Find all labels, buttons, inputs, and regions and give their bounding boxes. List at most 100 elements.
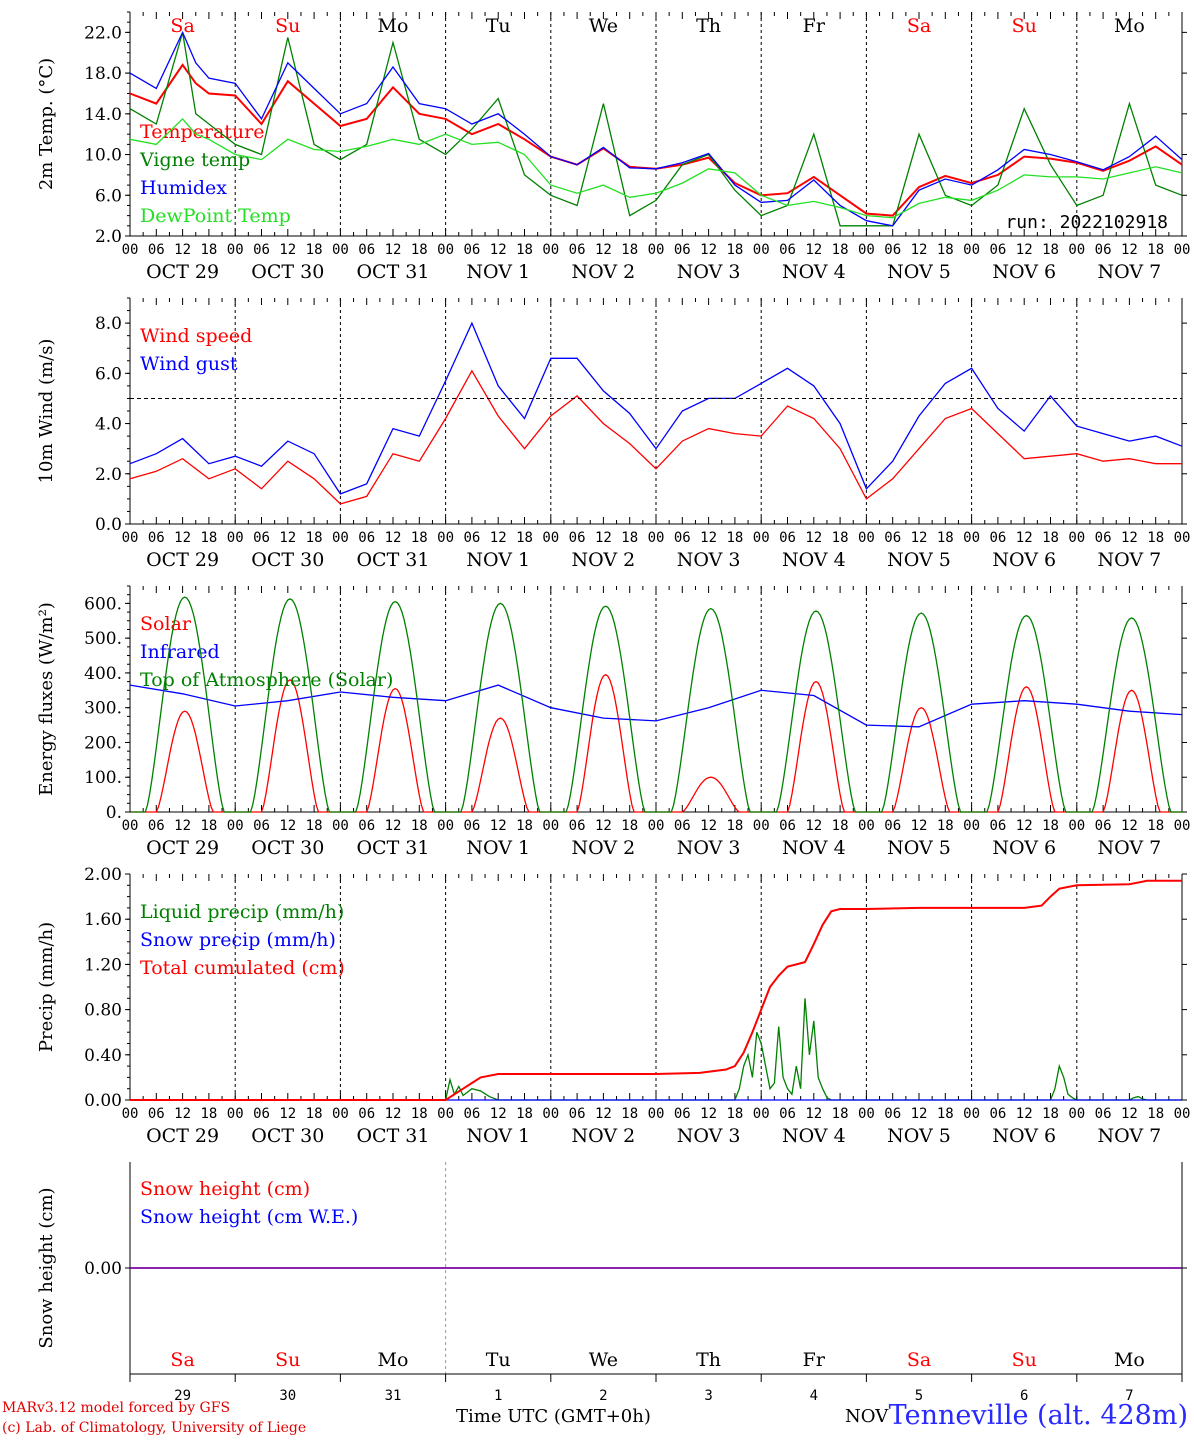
legend-label: Humidex xyxy=(140,177,227,199)
day-number-label: 3 xyxy=(704,1388,712,1404)
hour-tick-label: 18 xyxy=(306,818,323,834)
y-tick-label: 400. xyxy=(84,664,122,684)
hour-tick-label: 06 xyxy=(253,530,270,546)
y-tick-label: 0.80 xyxy=(84,1001,122,1021)
hour-tick-label: 00 xyxy=(332,1106,349,1122)
hour-tick-label: 18 xyxy=(516,818,533,834)
hour-tick-label: 00 xyxy=(542,1106,559,1122)
date-label: NOV 6 xyxy=(992,1125,1056,1147)
legend-label: Liquid precip (mm/h) xyxy=(140,901,344,923)
hour-tick-label: 12 xyxy=(805,530,822,546)
hour-tick-label: 06 xyxy=(358,530,375,546)
hour-tick-label: 18 xyxy=(411,530,428,546)
hour-tick-label: 00 xyxy=(753,818,770,834)
hour-tick-label: 18 xyxy=(726,242,743,258)
hour-tick-label: 00 xyxy=(753,1106,770,1122)
date-label: OCT 31 xyxy=(356,1125,429,1147)
date-label: NOV 6 xyxy=(992,261,1056,283)
date-label: OCT 29 xyxy=(146,1125,219,1147)
date-label: NOV 3 xyxy=(677,1125,741,1147)
weekday-label: Sa xyxy=(907,1349,931,1371)
hour-tick-label: 12 xyxy=(805,818,822,834)
hour-tick-label: 00 xyxy=(542,530,559,546)
hour-tick-label: 12 xyxy=(385,530,402,546)
y-tick-label: 0.00 xyxy=(84,1259,122,1279)
hour-tick-label: 18 xyxy=(621,242,638,258)
hour-tick-label: 00 xyxy=(122,1106,139,1122)
hour-tick-label: 12 xyxy=(911,1106,928,1122)
hour-tick-label: 06 xyxy=(989,1106,1006,1122)
hour-tick-label: 12 xyxy=(700,818,717,834)
hour-tick-label: 12 xyxy=(1016,242,1033,258)
date-label: NOV 5 xyxy=(887,549,951,571)
y-tick-label: 2.0 xyxy=(95,227,122,247)
weekday-label: Su xyxy=(275,15,300,37)
date-label: NOV 1 xyxy=(466,261,530,283)
legend-label: Snow height (cm) xyxy=(140,1178,310,1200)
run-label: run: 2022102918 xyxy=(1005,212,1168,233)
hour-tick-label: 12 xyxy=(279,242,296,258)
date-label: NOV 3 xyxy=(677,549,741,571)
legend-label: Snow height (cm W.E.) xyxy=(140,1206,358,1228)
day-number-label: 2 xyxy=(599,1388,607,1404)
y-axis-title: Energy fluxes (W/m²) xyxy=(36,602,57,796)
hour-tick-label: 00 xyxy=(858,530,875,546)
hour-tick-label: 00 xyxy=(1068,242,1085,258)
series-line xyxy=(129,30,1183,227)
date-label: NOV 2 xyxy=(572,261,636,283)
hour-tick-label: 18 xyxy=(832,818,849,834)
hour-tick-label: 06 xyxy=(569,242,586,258)
series-line xyxy=(132,673,1185,813)
hour-tick-label: 18 xyxy=(937,818,954,834)
hour-tick-label: 12 xyxy=(595,530,612,546)
legend-label: Wind speed xyxy=(140,325,252,347)
hour-tick-label: 00 xyxy=(1068,530,1085,546)
hour-tick-label: 12 xyxy=(1016,1106,1033,1122)
hour-tick-label: 00 xyxy=(963,1106,980,1122)
series-line xyxy=(129,321,1183,495)
y-tick-label: 6.0 xyxy=(95,364,122,384)
legend-label: Vigne temp xyxy=(139,149,250,171)
hour-tick-label: 06 xyxy=(674,1106,691,1122)
hour-tick-label: 06 xyxy=(463,530,480,546)
date-label: NOV 3 xyxy=(677,261,741,283)
hour-tick-label: 12 xyxy=(1016,818,1033,834)
hour-tick-label: 06 xyxy=(884,1106,901,1122)
hour-tick-label: 12 xyxy=(279,818,296,834)
y-axis-title: 2m Temp. (°C) xyxy=(36,58,57,190)
hour-tick-label: 00 xyxy=(753,530,770,546)
hour-tick-label: 18 xyxy=(1147,242,1164,258)
date-label: NOV 6 xyxy=(992,837,1056,859)
hour-tick-label: 12 xyxy=(490,530,507,546)
hour-tick-label: 00 xyxy=(227,242,244,258)
hour-tick-label: 06 xyxy=(779,818,796,834)
time-axis-title: Time UTC (GMT+0h) xyxy=(456,1406,651,1427)
hour-tick-label: 06 xyxy=(884,818,901,834)
series-line xyxy=(130,998,1182,1101)
date-label: NOV 1 xyxy=(466,837,530,859)
y-tick-label: 500. xyxy=(84,629,122,649)
hour-tick-label: 12 xyxy=(1121,242,1138,258)
hour-tick-label: 00 xyxy=(437,1106,454,1122)
hour-tick-label: 00 xyxy=(1068,818,1085,834)
date-label: OCT 31 xyxy=(356,549,429,571)
hour-tick-label: 12 xyxy=(1016,530,1033,546)
hour-tick-label: 18 xyxy=(726,1106,743,1122)
hour-tick-label: 12 xyxy=(911,818,928,834)
hour-tick-label: 06 xyxy=(779,530,796,546)
hour-tick-label: 12 xyxy=(805,242,822,258)
hour-tick-label: 06 xyxy=(463,818,480,834)
date-label: NOV 1 xyxy=(466,1125,530,1147)
hour-tick-label: 06 xyxy=(989,530,1006,546)
hour-tick-label: 00 xyxy=(963,818,980,834)
date-label: NOV 6 xyxy=(992,549,1056,571)
hour-tick-label: 06 xyxy=(358,1106,375,1122)
hour-tick-label: 00 xyxy=(332,818,349,834)
hour-tick-label: 12 xyxy=(1121,818,1138,834)
hour-tick-label: 18 xyxy=(832,242,849,258)
hour-tick-label: 06 xyxy=(358,242,375,258)
hour-tick-label: 06 xyxy=(148,530,165,546)
hour-tick-label: 12 xyxy=(174,242,191,258)
hour-tick-label: 12 xyxy=(385,818,402,834)
